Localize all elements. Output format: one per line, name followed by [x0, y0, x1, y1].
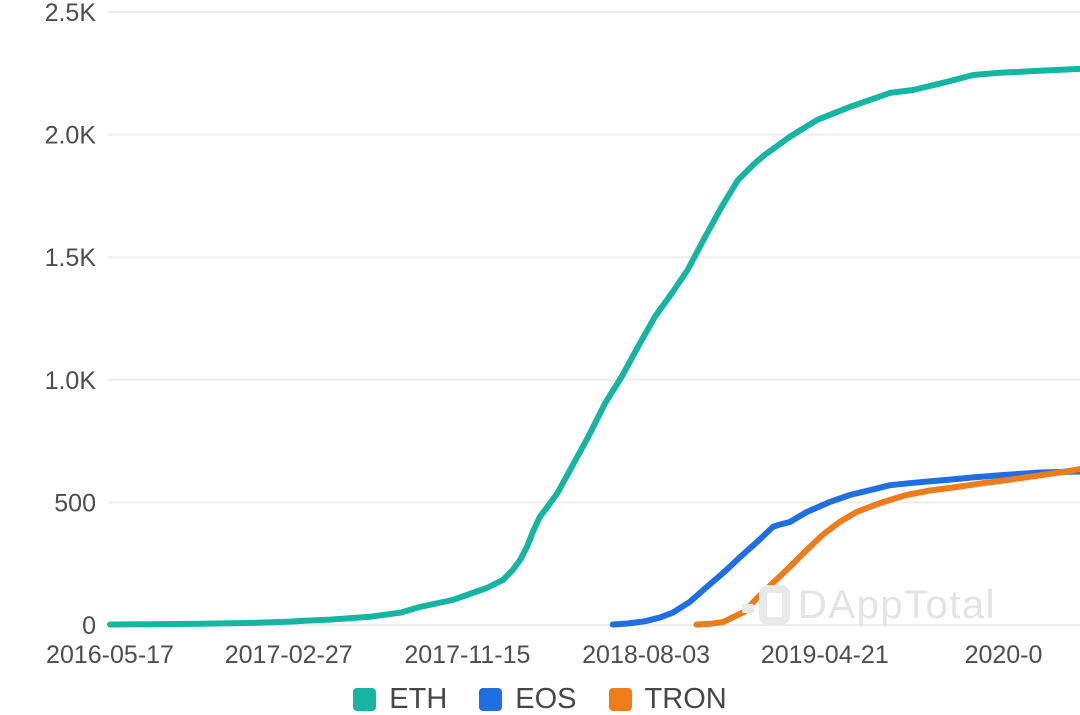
legend-swatch-icon: [479, 688, 502, 711]
legend-item-tron[interactable]: TRON: [609, 684, 727, 714]
x-tick-label-3: 2018-08-03: [582, 641, 710, 669]
y-tick-label-1.0K: 1.0K: [45, 367, 97, 395]
legend-label: EOS: [515, 684, 576, 714]
chart-legend: ETH EOS TRON: [0, 684, 1080, 714]
y-tick-label-500: 500: [54, 489, 96, 517]
y-tick-label-0: 0: [82, 612, 96, 640]
x-tick-label-1: 2017-02-27: [225, 641, 353, 669]
eos-series-line: [613, 472, 1080, 625]
y-tick-label-1.5K: 1.5K: [45, 244, 97, 272]
x-tick-label-5: 2020-0: [965, 641, 1043, 669]
x-tick-label-4: 2019-04-21: [761, 641, 889, 669]
legend-item-eos[interactable]: EOS: [479, 684, 576, 714]
legend-label: ETH: [389, 684, 447, 714]
y-tick-label-2.5K: 2.5K: [45, 0, 97, 27]
x-tick-label-2: 2017-11-15: [404, 641, 530, 669]
legend-label: TRON: [645, 684, 727, 714]
legend-swatch-icon: [609, 688, 632, 711]
legend-item-eth[interactable]: ETH: [353, 684, 447, 714]
x-tick-label-0: 2016-05-17: [46, 641, 174, 669]
legend-swatch-icon: [353, 688, 376, 711]
eth-series-line: [110, 69, 1080, 625]
y-tick-label-2.0K: 2.0K: [45, 122, 97, 150]
